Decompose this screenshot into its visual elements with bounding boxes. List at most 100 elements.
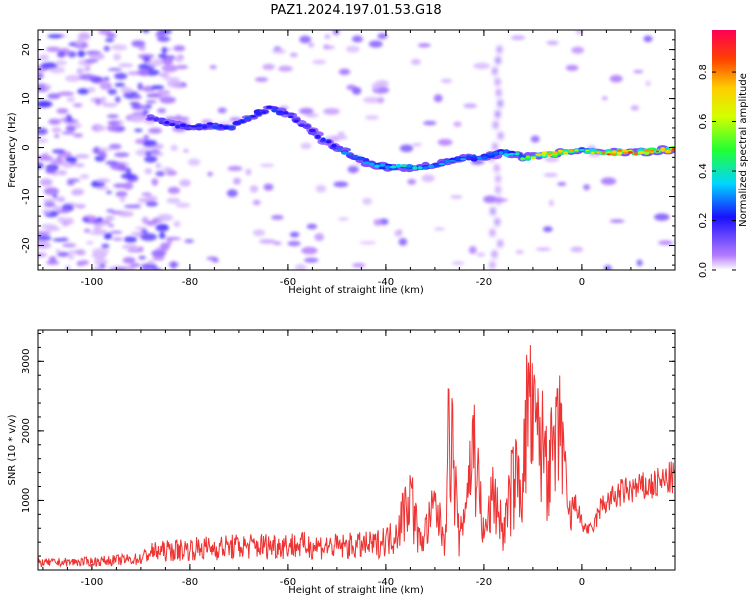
spectrogram-noise-blobs <box>38 30 674 270</box>
ridge-cell <box>222 125 230 130</box>
noise-blob <box>453 121 462 127</box>
noise-blob <box>152 267 162 270</box>
noise-blob <box>346 84 357 90</box>
noise-blob <box>175 202 191 208</box>
colorbar-gradient <box>712 30 736 270</box>
noise-blob <box>155 223 169 232</box>
noise-blob <box>50 158 65 166</box>
noise-blob <box>600 177 617 185</box>
noise-blob <box>494 77 501 86</box>
noise-blob <box>289 231 300 238</box>
noise-blob <box>38 235 52 241</box>
ridge-cell <box>438 162 445 166</box>
ridge-cell <box>286 112 295 116</box>
ridge-cell <box>606 153 611 156</box>
noise-blob <box>52 194 58 198</box>
colorbar: 0.0 0.2 0.4 0.6 0.8 Normalized spectral ampl… <box>698 30 749 278</box>
noise-blob <box>75 249 86 256</box>
noise-blob <box>161 46 168 54</box>
noise-blob <box>124 236 137 243</box>
ridge-cell <box>487 152 494 156</box>
noise-blob <box>155 162 162 169</box>
noise-blob <box>48 118 61 125</box>
ridge-cell <box>551 153 559 156</box>
ridge-cell <box>379 164 386 167</box>
ridge-cell <box>341 151 349 155</box>
noise-blob <box>433 94 443 103</box>
noise-blob <box>51 127 62 133</box>
noise-blob <box>305 113 319 118</box>
x-tick-label: -100 <box>81 577 104 588</box>
ridge-cell <box>558 151 563 154</box>
ridge-cell <box>671 148 675 151</box>
noise-blob <box>150 85 165 90</box>
noise-blob <box>373 218 382 226</box>
ridge-cell <box>584 150 591 154</box>
noise-blob <box>165 170 178 176</box>
noise-blob <box>489 207 496 216</box>
noise-blob <box>72 103 83 108</box>
ridge-cell <box>520 157 525 161</box>
noise-blob <box>636 259 643 267</box>
ridge-cell <box>574 149 579 151</box>
y-tick-label: 0 <box>21 144 32 150</box>
noise-blob <box>347 165 359 174</box>
colorbar-ticks: 0.0 0.2 0.4 0.6 0.8 <box>698 64 736 278</box>
ridge-cell <box>347 152 353 155</box>
noise-blob <box>174 85 184 89</box>
noise-blob <box>489 261 496 270</box>
ridge-cell <box>621 149 629 153</box>
noise-blob <box>258 239 276 244</box>
noise-blob <box>252 229 266 237</box>
noise-blob <box>54 134 60 138</box>
ridge-cell <box>552 151 558 154</box>
noise-blob <box>417 43 431 48</box>
ridge-cell <box>644 149 649 152</box>
ridge-cell <box>638 151 644 154</box>
y-tick-label: -10 <box>21 188 32 204</box>
noise-blob <box>463 103 478 109</box>
noise-blob <box>114 96 121 103</box>
noise-blob <box>66 178 81 182</box>
noise-blob <box>450 195 463 199</box>
noise-blob <box>115 191 128 198</box>
noise-blob <box>77 88 90 95</box>
noise-blob <box>86 241 94 245</box>
ridge-cell <box>218 124 224 128</box>
noise-blob <box>207 171 213 177</box>
ridge-cell <box>465 157 473 161</box>
noise-blob <box>124 87 133 93</box>
noise-blob <box>410 58 421 65</box>
y-tick-label: -20 <box>21 237 32 253</box>
noise-blob <box>46 260 60 265</box>
ridge-cell <box>400 164 408 168</box>
noise-blob <box>105 38 115 42</box>
ridge-cell <box>315 135 320 139</box>
noise-blob <box>75 204 86 209</box>
noise-blob <box>38 127 48 135</box>
ridge-cell <box>578 148 585 152</box>
noise-blob <box>104 220 111 224</box>
noise-blob <box>106 114 119 119</box>
noise-blob <box>295 263 307 270</box>
ridge-cell <box>596 151 600 154</box>
ridge-cell <box>617 149 622 152</box>
noise-blob <box>107 121 121 125</box>
noise-blob <box>85 61 91 68</box>
noise-blob <box>42 209 52 214</box>
snr-panel: -100 -80 -60 -40 -20 0 1000 2000 3000 Height of … <box>7 329 676 596</box>
ridge-cell <box>325 140 332 144</box>
x-tick-label: -20 <box>476 577 492 588</box>
noise-blob <box>105 32 117 39</box>
noise-blob <box>155 31 166 38</box>
noise-blob <box>82 217 89 222</box>
noise-blob <box>151 250 167 257</box>
y-tick-label: 3000 <box>21 349 32 374</box>
noise-blob <box>147 59 163 67</box>
spectrogram-image <box>38 30 675 270</box>
ridge-cell <box>384 165 391 169</box>
noise-blob <box>122 257 136 264</box>
noise-blob <box>84 59 99 63</box>
